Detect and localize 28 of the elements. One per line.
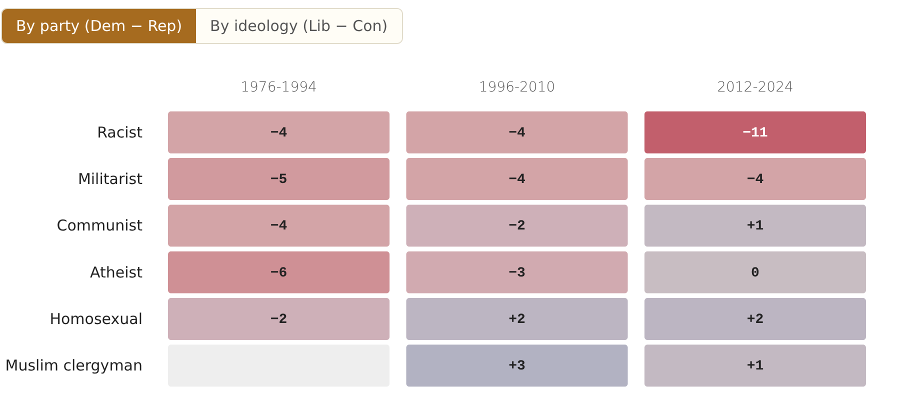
y-tick-label: Militarist (78, 170, 143, 188)
data-label: +1 (746, 218, 764, 235)
data-label: +3 (508, 358, 526, 375)
data-label: +1 (746, 358, 764, 375)
x-tick-label: 2012-2024 (717, 80, 794, 96)
data-label: −2 (508, 218, 526, 235)
data-label: −2 (270, 312, 288, 328)
toggle-button: By party (Dem − Rep) (2, 9, 196, 43)
x-tick-label: 1996-2010 (478, 80, 556, 96)
y-tick-label: Homosexual (50, 310, 142, 328)
data-label: 0 (751, 265, 760, 282)
data-label: −4 (508, 125, 526, 142)
y-tick-label: Atheist (90, 263, 143, 282)
data-label: −11 (742, 125, 768, 142)
data-label: −3 (508, 265, 526, 282)
data-label: −4 (270, 125, 288, 142)
y-tick-label: Racist (97, 123, 143, 142)
data-label: −6 (270, 265, 288, 282)
toggle-button: By ideology (Lib − Con) (196, 9, 402, 43)
data-label: +2 (746, 312, 764, 328)
x-tick-label: 1976-1994 (240, 80, 317, 96)
data-label: −4 (508, 172, 526, 188)
y-tick-label: Muslim clergyman (5, 356, 142, 375)
data-label: −4 (270, 218, 288, 235)
data-label: −5 (270, 172, 288, 188)
data-label: +2 (508, 312, 526, 328)
data-label: −4 (746, 172, 764, 188)
y-tick-label: Communist (56, 216, 143, 235)
